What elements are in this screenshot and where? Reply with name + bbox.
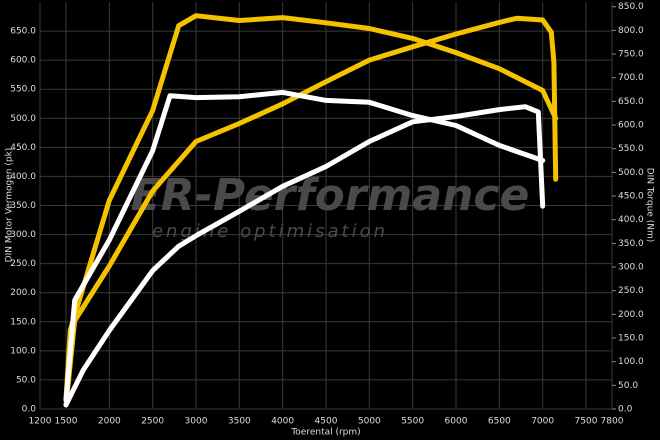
y2-tick-label: 800.0 [618,26,644,36]
y2-tick-label: 450.0 [618,192,644,202]
x-tick-label: 6500 [488,417,511,427]
y2-tick-label: 650.0 [618,97,644,107]
watermark: ER-Performance [131,170,530,221]
x-tick-label: 1500 [55,417,78,427]
y2-tick-label: 700.0 [618,73,644,83]
lines [63,13,559,408]
y2-tick-label: 750.0 [618,50,644,60]
y-tick-label: 550.0 [10,85,36,95]
series-line [63,89,546,403]
y2-tick-label: 850.0 [618,2,644,12]
x-tick-label: 3000 [185,417,208,427]
y-tick-label: 150.0 [10,317,36,327]
x-tick-label: 6000 [445,417,468,427]
y2-tick-label: 200.0 [618,310,644,320]
y-tick-label: 50.0 [16,375,36,385]
y2-tick-label: 350.0 [618,239,644,249]
y2-tick-label: 250.0 [618,286,644,296]
y-tick-label: 100.0 [10,346,36,356]
y-tick-label: 500.0 [10,114,36,124]
series-line [63,13,559,402]
y2-axis-title: DIN Torque (Nm) [645,168,655,243]
y-tick-label: 650.0 [10,27,36,37]
grid [39,2,613,410]
y2-tick-label: 0.0 [618,405,633,415]
x-tick-label: 7000 [531,417,554,427]
series-line [63,104,546,408]
y-tick-label: 250.0 [10,259,36,269]
x-tick-label: 4000 [271,417,294,427]
y-tick-label: 0.0 [22,405,37,415]
y-tick-label: 600.0 [10,56,36,66]
x-tick-label: 1200 [29,417,52,427]
x-tick-label: 2500 [141,417,164,427]
y-axis-title: DIN Motor Vermogen (pk) [5,148,15,263]
x-tick-label: 2000 [98,417,121,427]
series-line [63,15,559,408]
y-tick-label: 350.0 [10,201,36,211]
y2-tick-label: 150.0 [618,334,644,344]
y-tick-label: 300.0 [10,230,36,240]
x-tick-label: 7800 [601,417,624,427]
y2-tick-label: 50.0 [618,381,638,391]
x-tick-label: 4500 [315,417,338,427]
x-tick-label: 7500 [575,417,598,427]
y-tick-label: 400.0 [10,172,36,182]
y2-tick-label: 500.0 [618,168,644,178]
y2-tick-label: 100.0 [618,357,644,367]
x-tick-label: 3500 [228,417,251,427]
x-tick-label: 5500 [401,417,424,427]
y2-tick-label: 600.0 [618,121,644,131]
y2-tick-label: 300.0 [618,263,644,273]
y-tick-label: 200.0 [10,288,36,298]
x-axis-title: Toerental (rpm) [290,428,360,438]
y-tick-label: 450.0 [10,143,36,153]
y2-tick-label: 550.0 [618,144,644,154]
y2-tick-label: 400.0 [618,215,644,225]
x-tick-label: 5000 [358,417,381,427]
